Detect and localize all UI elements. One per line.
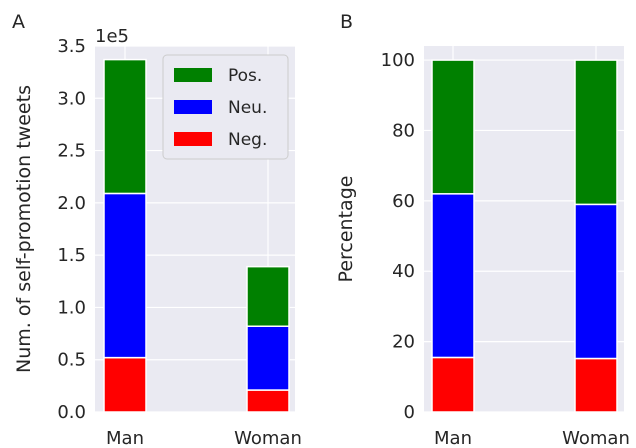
legend-swatch	[174, 132, 212, 146]
y-tick-label: 0	[404, 402, 415, 423]
panel-b: B 0 20 40 60 80 100 Man Woman Percentage	[335, 11, 630, 448]
panel-a-bars	[103, 58, 290, 413]
x-tick-label: Man	[434, 428, 472, 448]
y-tick-label: 3.5	[57, 36, 86, 57]
panel-b-bars	[431, 59, 618, 413]
bar-pos-man	[431, 59, 475, 195]
bar-neg-woman	[246, 389, 290, 413]
y-tick-label: 60	[392, 191, 415, 212]
y-tick-label: 40	[392, 261, 415, 282]
bar-neu-man	[103, 192, 147, 359]
y-tick-label: 1.0	[57, 297, 86, 318]
y-tick-label: 0.5	[57, 350, 86, 371]
bar-pos-woman	[574, 59, 618, 206]
panel-b-letter: B	[340, 11, 353, 33]
panel-a-letter: A	[12, 11, 25, 33]
legend-swatch	[174, 100, 212, 114]
panel-b-x-ticks: Man Woman	[434, 428, 630, 448]
panel-a-y-axis-label: Num. of self-promotion tweets	[13, 85, 35, 373]
panel-b-y-ticks: 0 20 40 60 80 100	[381, 50, 415, 423]
panel-a-x-ticks: Man Woman	[106, 428, 302, 448]
bar-neg-man	[431, 356, 475, 413]
x-tick-label: Woman	[234, 428, 302, 448]
legend-label: Neg.	[228, 130, 267, 150]
legend-swatch	[174, 68, 212, 82]
y-tick-label: 2.0	[57, 193, 86, 214]
legend-label: Pos.	[228, 66, 262, 86]
bar-pos-man	[103, 58, 147, 195]
y-tick-label: 100	[381, 50, 415, 71]
y-tick-label: 20	[392, 332, 415, 353]
y-tick-label: 2.5	[57, 141, 86, 162]
panel-a-legend: Pos. Neu. Neg.	[162, 54, 289, 160]
bar-neu-man	[431, 193, 475, 359]
y-tick-label: 80	[392, 120, 415, 141]
y-tick-label: 1.5	[57, 245, 86, 266]
bar-neu-woman	[246, 325, 290, 391]
panel-a-offset-text: 1e5	[95, 26, 129, 47]
bar-neg-man	[103, 356, 147, 413]
bar-neu-woman	[574, 203, 618, 360]
panel-a: A 0.00.51.01.52.02.53.03.5 Man Woman 1e5 …	[12, 11, 302, 448]
x-tick-label: Woman	[562, 428, 630, 448]
bar-pos-woman	[246, 265, 290, 328]
bar-neg-woman	[574, 357, 618, 413]
y-tick-label: 3.0	[57, 88, 86, 109]
panel-b-y-axis-label: Percentage	[335, 176, 357, 283]
x-tick-label: Man	[106, 428, 144, 448]
panel-a-y-ticks: 0.0 0.5 1.0 1.5 2.0 2.5 3.0 3.5	[57, 36, 86, 423]
legend-label: Neu.	[228, 98, 267, 118]
y-tick-label: 0.0	[57, 402, 86, 423]
